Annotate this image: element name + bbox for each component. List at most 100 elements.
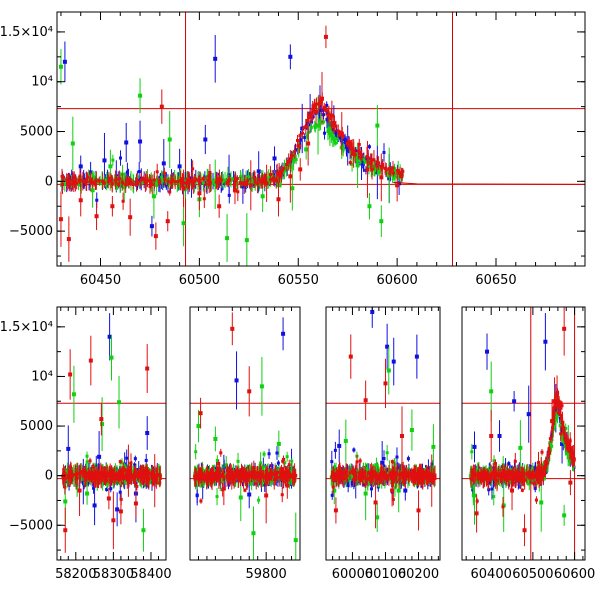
data-point xyxy=(221,180,225,184)
data-point xyxy=(159,104,164,109)
data-point xyxy=(243,488,247,492)
data-point xyxy=(312,105,316,109)
data-point xyxy=(215,180,219,184)
data-point xyxy=(235,468,239,472)
data-point xyxy=(336,129,340,133)
data-point xyxy=(75,181,79,185)
data-point xyxy=(200,475,204,479)
data-point xyxy=(196,473,200,477)
data-point xyxy=(323,131,327,135)
data-point xyxy=(106,476,110,480)
data-point xyxy=(342,138,346,142)
data-point xyxy=(391,166,395,170)
data-point xyxy=(375,123,380,128)
data-point xyxy=(147,476,151,480)
data-point xyxy=(263,177,267,181)
y-tick-label: 10⁴ xyxy=(31,369,53,384)
plot-frame xyxy=(189,306,301,561)
data-point xyxy=(248,183,253,188)
data-point xyxy=(173,180,177,184)
data-point xyxy=(253,178,257,182)
data-point xyxy=(205,476,209,480)
data-point xyxy=(367,204,372,209)
data-point xyxy=(69,473,73,477)
data-point xyxy=(379,175,384,180)
data-point xyxy=(238,495,243,500)
data-point xyxy=(66,446,71,451)
data-point xyxy=(151,194,156,199)
data-point xyxy=(228,472,232,476)
data-point xyxy=(168,190,172,194)
data-point xyxy=(62,59,67,64)
data-point xyxy=(334,124,338,128)
data-point xyxy=(110,182,114,186)
x-tick-label: 60550 xyxy=(278,273,319,288)
data-point xyxy=(71,178,75,182)
data-point xyxy=(97,179,101,183)
data-point xyxy=(116,181,120,185)
data-point xyxy=(155,170,159,174)
data-point xyxy=(72,470,76,474)
data-point xyxy=(208,170,212,174)
data-point xyxy=(394,170,398,174)
data-point xyxy=(352,448,356,452)
data-point xyxy=(90,188,95,193)
data-point xyxy=(201,177,205,181)
data-point xyxy=(226,475,230,479)
data-point xyxy=(376,169,380,173)
data-point xyxy=(136,180,140,184)
data-point xyxy=(260,180,264,184)
data-point xyxy=(293,150,297,154)
data-point xyxy=(145,366,150,371)
data-point xyxy=(61,176,65,180)
data-point xyxy=(276,441,281,446)
y-tick-label: −5000 xyxy=(9,224,53,239)
data-point xyxy=(305,134,309,138)
data-point xyxy=(270,470,274,474)
data-point xyxy=(246,475,250,479)
data-point xyxy=(341,142,345,146)
data-point xyxy=(345,141,349,145)
data-point xyxy=(314,109,319,114)
data-point xyxy=(95,473,99,477)
data-point xyxy=(355,158,359,162)
data-point xyxy=(322,120,326,124)
data-point xyxy=(198,180,202,184)
data-point xyxy=(360,153,364,157)
data-point xyxy=(372,158,376,162)
data-point xyxy=(162,171,166,175)
data-point xyxy=(209,470,213,474)
data-point xyxy=(252,472,256,476)
data-point xyxy=(250,482,254,486)
data-point xyxy=(145,474,149,478)
data-point xyxy=(279,475,283,479)
data-point xyxy=(143,470,147,474)
data-point xyxy=(75,486,79,490)
data-point xyxy=(99,417,104,422)
data-point xyxy=(224,463,228,467)
data-point xyxy=(122,477,126,481)
data-point xyxy=(109,355,114,360)
data-point xyxy=(297,148,301,152)
data-point xyxy=(118,177,122,181)
data-point xyxy=(137,170,141,174)
data-point xyxy=(250,180,254,184)
data-point xyxy=(117,183,121,187)
data-point xyxy=(147,471,151,475)
data-point xyxy=(92,503,97,508)
data-point xyxy=(198,411,203,416)
data-point xyxy=(324,109,328,113)
data-point xyxy=(227,179,231,183)
data-point xyxy=(85,491,90,496)
data-point xyxy=(302,126,306,130)
data-point xyxy=(83,180,87,184)
data-point xyxy=(256,180,260,184)
data-point xyxy=(275,451,279,455)
data-point xyxy=(203,137,208,142)
data-point xyxy=(191,183,195,187)
data-point xyxy=(129,461,133,465)
data-point xyxy=(294,474,298,478)
data-point xyxy=(356,149,360,153)
data-point xyxy=(341,134,345,138)
data-point xyxy=(115,507,120,512)
